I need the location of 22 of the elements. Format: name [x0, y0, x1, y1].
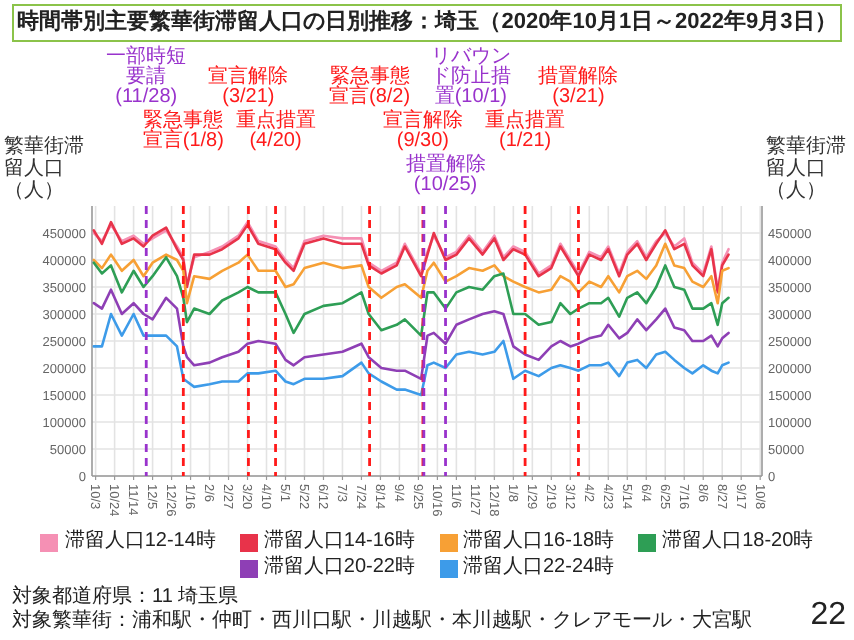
y-axis-title: 繁華街滞留人口（人）: [4, 136, 86, 202]
text: 対象繁華街：浦和駅・仲町・西川口駅・川越駅・本川越駅・クレアモール・大宮駅: [12, 610, 752, 634]
text: 22: [810, 598, 846, 632]
ref-line-label: 重点措置(1/21): [485, 110, 568, 152]
ref-line-label: 措置解除(3/21): [536, 66, 621, 108]
ref-line-label: 措置解除(10/25): [403, 154, 488, 196]
ref-line-label: リバウンド防止措置(10/1): [428, 46, 513, 108]
legend-label: 滞留人口14-16時: [263, 530, 415, 554]
legend-label: 滞留人口16-18時: [463, 530, 615, 554]
ref-line-label: 重点措置(4/20): [233, 110, 318, 152]
legend-label: 滞留人口18-20時: [662, 530, 814, 554]
ref-line-label: 緊急事態宣言(8/2): [327, 66, 413, 108]
text: 対象都道府県：11 埼玉県: [12, 586, 239, 609]
legend-label: 滞留人口22-24時: [463, 556, 615, 580]
legend-label: 滞留人口12-14時: [64, 530, 216, 554]
ref-line-label: 一部時短要請(11/28): [104, 46, 189, 108]
ref-line-label: 宣言解除(3/21): [206, 66, 291, 108]
chart-title: 時間帯別主要繁華街滞留人口の日別推移：埼玉（2020年10月1日～2022年9月3日）: [12, 4, 842, 42]
ref-line-label: 宣言解除(9/30): [380, 110, 465, 152]
legend-label: 滞留人口20-22時: [263, 556, 415, 580]
y2-axis-title: 繁華街滞留人口（人）: [766, 136, 848, 202]
ref-line-label: 緊急事態宣言(1/8): [140, 110, 226, 152]
